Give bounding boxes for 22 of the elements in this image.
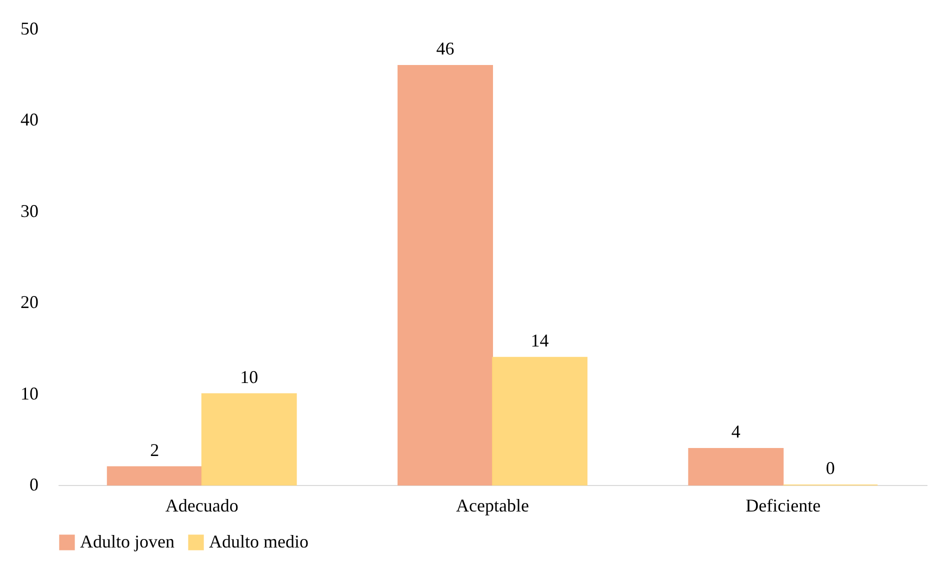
bar [201, 393, 297, 486]
bar [398, 64, 493, 486]
y-tick-label: 50 [20, 18, 38, 38]
data-label: 4 [731, 422, 740, 442]
x-tick-label: Aceptable [456, 496, 529, 516]
bar [492, 356, 588, 486]
x-tick-label: Deficiente [746, 496, 821, 516]
y-tick-label: 40 [20, 110, 38, 130]
y-tick-label: 10 [20, 383, 38, 404]
legend-label: Adulto joven [80, 531, 174, 552]
bar [688, 448, 784, 486]
data-label: 10 [240, 366, 258, 387]
y-tick-label: 30 [20, 200, 38, 221]
y-tick-label: 0 [30, 474, 38, 494]
y-tick-label: 20 [20, 292, 38, 312]
bar [106, 466, 202, 486]
data-label: 46 [436, 38, 454, 58]
data-label: 2 [150, 440, 160, 460]
legend-label: Adulto medio [209, 531, 308, 552]
x-tick-label: Adecuado [165, 496, 238, 516]
data-label: 0 [826, 458, 835, 478]
data-label: 14 [530, 330, 549, 350]
